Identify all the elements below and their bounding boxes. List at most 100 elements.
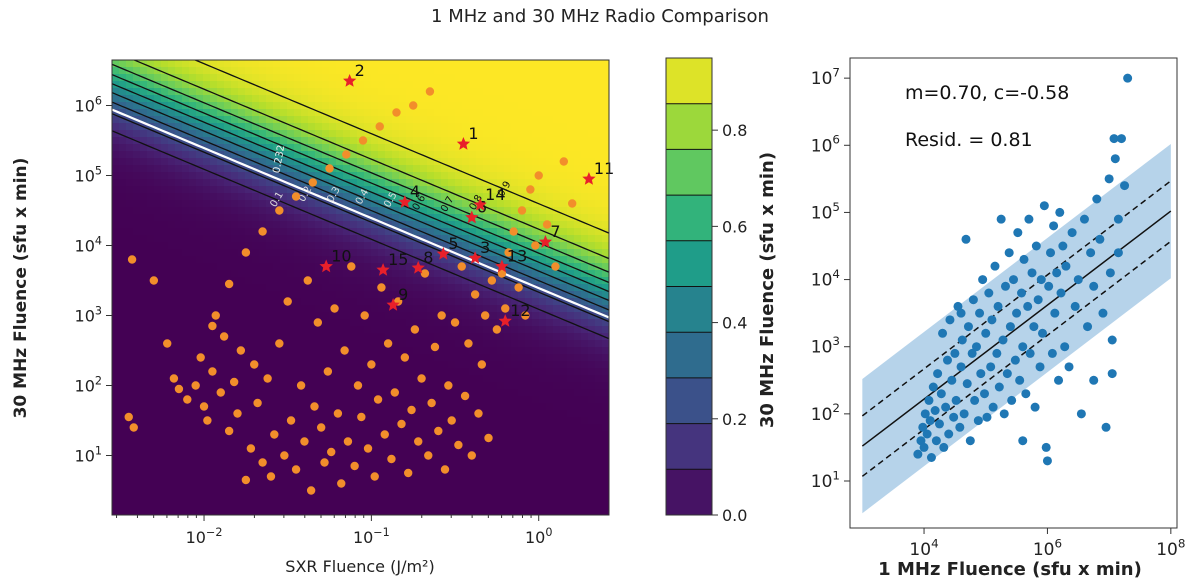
heatmap-cell [196,144,204,152]
heatmap-cell [371,312,379,320]
heatmap-cell [560,361,568,369]
heatmap-cell [490,333,498,341]
heatmap-cell [357,130,365,138]
heatmap-cell [126,270,134,278]
heatmap-cell [462,417,470,425]
heatmap-cell [497,151,505,159]
heatmap-cell [518,375,526,383]
heatmap-cell [602,95,609,103]
heatmap-cell [539,193,547,201]
heatmap-cell [308,263,316,271]
heatmap-cell [406,200,414,208]
heatmap-cell [385,165,393,173]
heatmap-cell [203,305,211,313]
heatmap-cell [574,333,582,341]
heatmap-cell [567,375,575,383]
heatmap-cell [602,431,609,439]
heatmap-cell [238,102,246,110]
heatmap-cell [154,151,162,159]
heatmap-cell [238,172,246,180]
heatmap-cell [420,389,428,397]
heatmap-cell [133,144,141,152]
heatmap-cell [525,466,533,474]
heatmap-cell [455,81,463,89]
heatmap-cell [406,165,414,173]
heatmap-cell [434,452,442,460]
heatmap-cell [560,389,568,397]
heatmap-cell [182,130,190,138]
heatmap-cell [336,445,344,453]
heatmap-cell [266,305,274,313]
heatmap-cell [287,501,295,509]
heatmap-cell [532,116,540,124]
heatmap-cell [182,214,190,222]
heatmap-cell [378,291,386,299]
heatmap-cell [238,81,246,89]
heatmap-cell [546,466,554,474]
heatmap-cell [420,410,428,418]
heatmap-cell [378,452,386,460]
heatmap-cell [231,361,239,369]
heatmap-cell [343,487,351,495]
heatmap-cell [273,403,281,411]
heatmap-cell [308,445,316,453]
scatter-point [1017,288,1027,298]
heatmap-cell [602,179,609,187]
heatmap-cell [126,116,134,124]
heatmap-cell [511,235,519,243]
heatmap-cell [378,417,386,425]
heatmap-cell [126,186,134,194]
heatmap-cell [119,144,127,152]
heatmap-cell [357,403,365,411]
heatmap-cell [252,116,260,124]
heatmap-cell [280,319,288,327]
scatter-point [1018,342,1028,352]
heatmap-cell [448,270,456,278]
heatmap-cell [343,186,351,194]
heatmap-cell [392,270,400,278]
heatmap-cell [322,81,330,89]
heatmap-cell [371,67,379,75]
heatmap-cell [315,291,323,299]
heatmap-cell [553,340,561,348]
heatmap-cell [567,88,575,96]
heatmap-cell [504,102,512,110]
heatmap-cell [455,74,463,82]
heatmap-cell [455,130,463,138]
heatmap-cell [322,431,330,439]
heatmap-cell [343,466,351,474]
heatmap-cell [294,487,302,495]
colorbar-tick-label: 0.6 [722,217,747,236]
heatmap-cell [231,270,239,278]
heatmap-cell [182,368,190,376]
heatmap-cell [595,207,603,215]
heatmap-cell [287,242,295,250]
heatmap-cell [203,368,211,376]
event-point [487,276,497,285]
heatmap-cell [357,459,365,467]
heatmap-cell [581,494,589,502]
heatmap-cell [490,151,498,159]
heatmap-cell [546,151,554,159]
heatmap-cell [343,508,351,515]
heatmap-cell [350,368,358,376]
event-point [367,360,376,369]
heatmap-cell [294,431,302,439]
heatmap-cell [287,95,295,103]
heatmap-cell [420,67,428,75]
heatmap-cell [168,319,176,327]
heatmap-cell [413,480,421,488]
heatmap-cell [462,487,470,495]
heatmap-cell [140,480,148,488]
heatmap-cell [119,424,127,432]
heatmap-cell [308,235,316,243]
heatmap-cell [196,228,204,236]
heatmap-cell [252,74,260,82]
heatmap-cell [119,179,127,187]
heatmap-cell [329,179,337,187]
heatmap-cell [553,410,561,418]
heatmap-cell [567,123,575,131]
heatmap-cell [595,508,603,515]
heatmap-cell [392,501,400,509]
heatmap-cell [455,67,463,75]
